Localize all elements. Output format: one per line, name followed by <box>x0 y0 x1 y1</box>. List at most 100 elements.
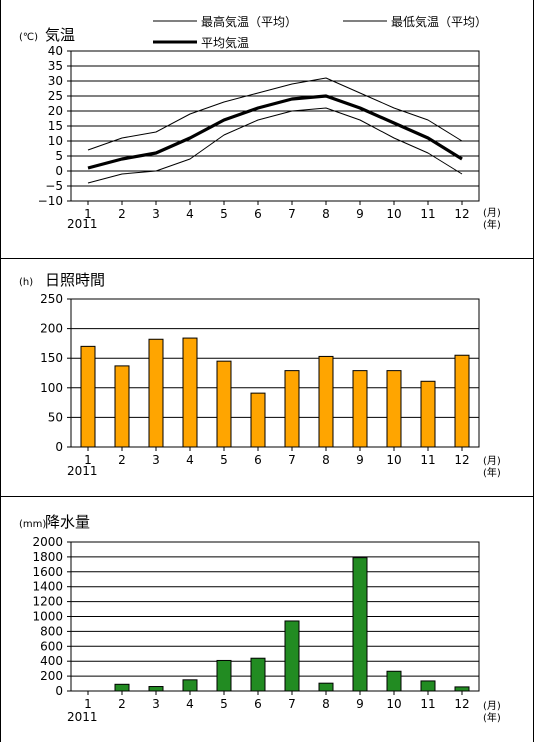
precipitation-chart: (mm) 降水量 2000180016001400120010008006004… <box>19 513 501 724</box>
temperature-x-tick-label: 6 <box>254 207 262 221</box>
avg-temperature-line <box>87 94 463 170</box>
precipitation-y-tick-label: 1800 <box>32 550 63 564</box>
precipitation-y-tick-label: 1200 <box>32 595 63 609</box>
sunshine-bar-12 <box>454 354 470 448</box>
precipitation-x-tick-label: 9 <box>356 697 364 711</box>
temperature-chart: (℃) 気温 最高気温（平均） 最低気温（平均） 平均気温 4035302520… <box>19 14 501 231</box>
sunshine-year-label: 2011 <box>67 464 98 478</box>
precipitation-x-tick-label: 7 <box>288 697 296 711</box>
precipitation-x-tick-label: 6 <box>254 697 262 711</box>
temperature-year-label: 2011 <box>67 217 98 231</box>
precipitation-bar-2 <box>114 683 130 692</box>
precipitation-bar-10 <box>386 670 402 692</box>
sunshine-bar-8 <box>318 355 334 448</box>
precipitation-y-tick-label: 600 <box>40 639 63 653</box>
sunshine-x-tick-label: 10 <box>386 453 401 467</box>
sunshine-title: 日照時間 <box>45 271 105 289</box>
sunshine-bar-11 <box>420 380 436 448</box>
sunshine-y-tick-label: 100 <box>40 381 63 395</box>
temperature-year-unit: (年) <box>483 218 501 231</box>
temperature-y-tick-label: 35 <box>48 59 63 73</box>
precipitation-bar-12 <box>454 686 470 692</box>
temperature-y-tick-label: 0 <box>55 164 63 178</box>
temperature-y-tick-label: 40 <box>48 44 63 58</box>
precipitation-plot-frame <box>70 541 480 692</box>
sunshine-x-tick-label: 2 <box>118 453 126 467</box>
temperature-x-tick-label: 2 <box>118 207 126 221</box>
precipitation-y-tick-label: 1600 <box>32 565 63 579</box>
sunshine-y-tick-label: 150 <box>40 351 63 365</box>
temperature-x-tick-label: 12 <box>454 207 469 221</box>
precipitation-x-tick-label: 11 <box>420 697 435 711</box>
temperature-y-tick-label: 15 <box>48 119 63 133</box>
precipitation-bar-11 <box>420 680 436 692</box>
temperature-y-tick-label: 10 <box>48 134 63 148</box>
precipitation-y-tick-label: 800 <box>40 624 63 638</box>
legend-avg-label: 平均気温 <box>201 35 249 50</box>
sunshine-x-tick-label: 1 <box>84 453 92 467</box>
sunshine-x-tick-label: 3 <box>152 453 160 467</box>
temperature-y-tick-label: −5 <box>45 179 63 193</box>
precipitation-bar-8 <box>318 682 334 692</box>
temperature-month-unit: (月) <box>483 207 501 219</box>
precipitation-y-tick-label: 400 <box>40 654 63 668</box>
max-temperature-line <box>87 77 463 151</box>
temperature-unit: (℃) <box>19 32 38 43</box>
temperature-y-tick-label: 25 <box>48 89 63 103</box>
temperature-x-tick-label: 7 <box>288 207 296 221</box>
sunshine-bar-2 <box>114 365 130 448</box>
sunshine-x-tick-label: 8 <box>322 453 330 467</box>
precipitation-x-tick-label: 4 <box>186 697 194 711</box>
precipitation-x-tick-label: 5 <box>220 697 228 711</box>
sunshine-unit: (h) <box>19 277 33 288</box>
temperature-x-tick-label: 1 <box>84 207 92 221</box>
sunshine-x-tick-label: 4 <box>186 453 194 467</box>
sunshine-bar-10 <box>386 370 402 448</box>
sunshine-y-tick-label: 0 <box>55 440 63 454</box>
precipitation-x-tick-label: 12 <box>454 697 469 711</box>
sunshine-x-tick-label: 9 <box>356 453 364 467</box>
precipitation-bar-9 <box>352 557 368 692</box>
precipitation-y-tick-label: 2000 <box>32 535 63 549</box>
sunshine-x-tick-label: 12 <box>454 453 469 467</box>
precipitation-y-tick-label: 0 <box>55 684 63 698</box>
sunshine-bar-5 <box>216 360 232 448</box>
temperature-x-tick-label: 10 <box>386 207 401 221</box>
precipitation-bar-3 <box>148 686 164 692</box>
sunshine-bar-6 <box>250 392 266 448</box>
precipitation-bar-4 <box>182 679 198 692</box>
precipitation-bar-5 <box>216 659 232 692</box>
min-temperature-line <box>87 107 463 184</box>
precipitation-y-tick-label: 1400 <box>32 580 63 594</box>
sunshine-bar-3 <box>148 338 164 448</box>
temperature-y-tick-label: 5 <box>55 149 63 163</box>
sunshine-bar-4 <box>182 337 198 448</box>
precipitation-year-label: 2011 <box>67 710 98 724</box>
temperature-x-tick-label: 8 <box>322 207 330 221</box>
legend-min-label: 最低気温（平均） <box>391 14 487 29</box>
precipitation-x-tick-label: 10 <box>386 697 401 711</box>
temperature-x-tick-label: 5 <box>220 207 228 221</box>
sunshine-bar-9 <box>352 370 368 448</box>
temperature-y-tick-label: 20 <box>48 104 63 118</box>
temperature-y-tick-label: 30 <box>48 74 63 88</box>
temperature-x-tick-label: 4 <box>186 207 194 221</box>
precipitation-x-tick-label: 1 <box>84 697 92 711</box>
sunshine-month-unit: (月) <box>483 455 501 467</box>
sunshine-y-tick-label: 50 <box>48 410 63 424</box>
sunshine-bar-7 <box>284 370 300 448</box>
precipitation-y-tick-label: 1000 <box>32 610 63 624</box>
precipitation-title: 降水量 <box>45 513 90 531</box>
sunshine-x-tick-label: 6 <box>254 453 262 467</box>
temperature-x-tick-label: 11 <box>420 207 435 221</box>
precipitation-bar-7 <box>284 620 300 692</box>
sunshine-x-tick-label: 7 <box>288 453 296 467</box>
precipitation-panel: (mm) 降水量 2000 1800 1600 1400 1200 1000 800 600 4… <box>0 497 534 742</box>
legend-max-label: 最高気温（平均） <box>201 14 297 29</box>
precipitation-month-unit: (月) <box>483 700 501 712</box>
precipitation-x-tick-label: 2 <box>118 697 126 711</box>
precipitation-x-tick-label: 3 <box>152 697 160 711</box>
sunshine-year-unit: (年) <box>483 466 501 479</box>
temperature-y-tick-label: −10 <box>38 194 63 208</box>
